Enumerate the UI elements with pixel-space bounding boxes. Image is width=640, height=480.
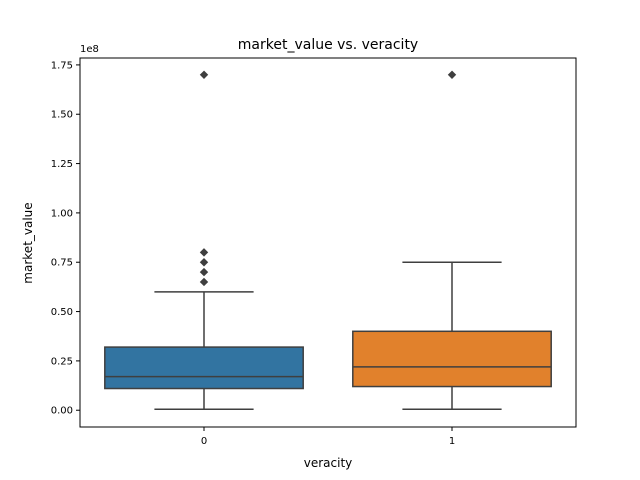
chart-title: market_value vs. veracity — [238, 37, 418, 53]
box-1 — [352, 330, 552, 388]
box-group-1 — [352, 70, 552, 410]
y-tick-label: 1.25 — [51, 159, 73, 170]
y-axis: 0.00 0.25 0.50 0.75 1.00 1.25 1.50 1.75 — [51, 60, 80, 417]
box-0 — [104, 346, 304, 390]
y-tick-label: 1.00 — [51, 208, 73, 219]
y-tick-label: 0.75 — [51, 258, 73, 269]
y-tick-label: 1.50 — [51, 110, 73, 121]
outlier-0-1 — [199, 267, 209, 277]
x-axis-label: veracity — [304, 456, 353, 470]
box-group-0 — [104, 70, 304, 410]
x-tick-label: 0 — [201, 436, 207, 447]
y-axis-offset-text: 1e8 — [80, 44, 99, 55]
outlier-0-4 — [199, 70, 209, 79]
plot-frame — [79, 57, 577, 428]
y-tick-label: 1.75 — [51, 60, 73, 71]
y-tick-label: 0.00 — [51, 406, 73, 417]
outlier-1-0 — [447, 70, 457, 79]
outlier-0-0 — [199, 277, 209, 287]
y-tick-label: 0.25 — [51, 356, 73, 367]
outlier-0-3 — [199, 248, 209, 257]
outlier-0-2 — [199, 258, 209, 267]
x-tick-label: 1 — [449, 436, 455, 447]
plot-elements — [104, 70, 552, 410]
y-axis-label: market_value — [21, 202, 35, 283]
y-tick-label: 0.50 — [51, 307, 73, 318]
